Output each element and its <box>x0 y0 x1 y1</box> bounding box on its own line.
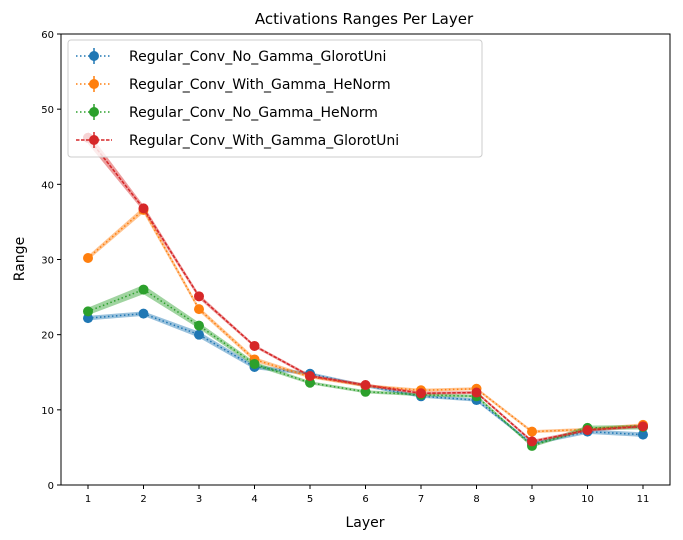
y-axis-title: Range <box>12 237 28 281</box>
legend-label: Regular_Conv_With_Gamma_HeNorm <box>129 77 391 93</box>
data-point <box>249 358 260 369</box>
legend-item: Regular_Conv_No_Gamma_HeNorm <box>76 104 378 121</box>
data-point <box>638 421 648 432</box>
y-tick-label: 0 <box>48 481 54 492</box>
x-tick-label: 3 <box>196 494 202 505</box>
legend-marker <box>89 79 99 89</box>
y-tick-label: 60 <box>41 30 54 41</box>
y-tick-label: 40 <box>41 180 54 191</box>
data-point <box>582 425 593 436</box>
data-point <box>194 304 204 315</box>
y-tick-label: 20 <box>41 331 54 342</box>
data-point <box>194 291 204 302</box>
legend: Regular_Conv_No_Gamma_GlorotUni Regular_C… <box>67 39 483 158</box>
y-tick-label: 50 <box>41 105 54 116</box>
legend-label: Regular_Conv_With_Gamma_GlorotUni <box>129 133 399 149</box>
data-point <box>138 203 149 214</box>
legend-label: Regular_Conv_No_Gamma_GlorotUni <box>129 49 386 65</box>
data-point <box>249 340 260 351</box>
y-tick-label: 10 <box>41 406 54 417</box>
legend-box <box>67 39 483 158</box>
data-point <box>194 329 204 340</box>
legend-marker <box>89 107 99 117</box>
data-point <box>194 320 204 331</box>
legend-label: Regular_Conv_No_Gamma_HeNorm <box>129 105 378 121</box>
chart-title: Activations Ranges Per Layer <box>255 10 474 28</box>
data-point <box>416 388 426 399</box>
x-tick-label: 11 <box>637 494 650 505</box>
data-point <box>83 252 93 263</box>
x-tick-label: 10 <box>581 494 594 505</box>
x-tick-label: 4 <box>251 494 257 505</box>
x-tick-label: 2 <box>140 494 146 505</box>
x-axis-title: Layer <box>345 515 384 531</box>
data-point <box>305 371 315 382</box>
x-tick-label: 8 <box>473 494 479 505</box>
legend-item: Regular_Conv_With_Gamma_HeNorm <box>76 76 391 93</box>
x-tick-label: 6 <box>362 494 368 505</box>
y-tick-label: 30 <box>41 256 54 267</box>
x-tick-label: 7 <box>418 494 424 505</box>
x-tick-label: 1 <box>85 494 91 505</box>
data-point <box>138 308 149 319</box>
data-point <box>527 426 537 437</box>
data-point <box>138 284 149 295</box>
legend-marker <box>89 51 99 61</box>
data-point <box>83 306 93 317</box>
data-point <box>360 380 371 391</box>
x-tick-label: 9 <box>529 494 535 505</box>
x-tick-label: 5 <box>307 494 313 505</box>
legend-marker <box>89 135 99 145</box>
legend-item: Regular_Conv_With_Gamma_GlorotUni <box>76 132 399 149</box>
data-point <box>527 436 537 447</box>
legend-item: Regular_Conv_No_Gamma_GlorotUni <box>76 48 386 65</box>
data-point <box>638 429 648 440</box>
data-point <box>471 387 482 398</box>
